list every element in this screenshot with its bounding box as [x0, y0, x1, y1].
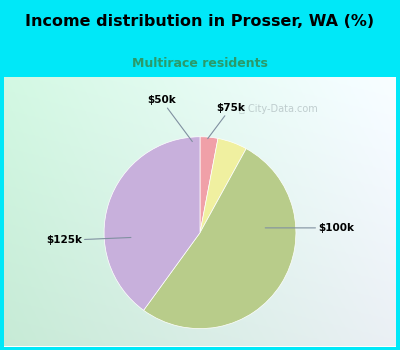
Text: Multirace residents: Multirace residents [132, 57, 268, 70]
Wedge shape [200, 137, 218, 233]
Text: Income distribution in Prosser, WA (%): Income distribution in Prosser, WA (%) [26, 14, 374, 29]
Text: $50k: $50k [147, 95, 192, 141]
Text: $125k: $125k [46, 235, 131, 245]
Wedge shape [200, 139, 246, 233]
Text: ⓘ City-Data.com: ⓘ City-Data.com [239, 104, 318, 114]
Text: $100k: $100k [265, 223, 354, 233]
Wedge shape [144, 149, 296, 329]
Wedge shape [104, 137, 200, 310]
Text: $75k: $75k [208, 103, 245, 139]
